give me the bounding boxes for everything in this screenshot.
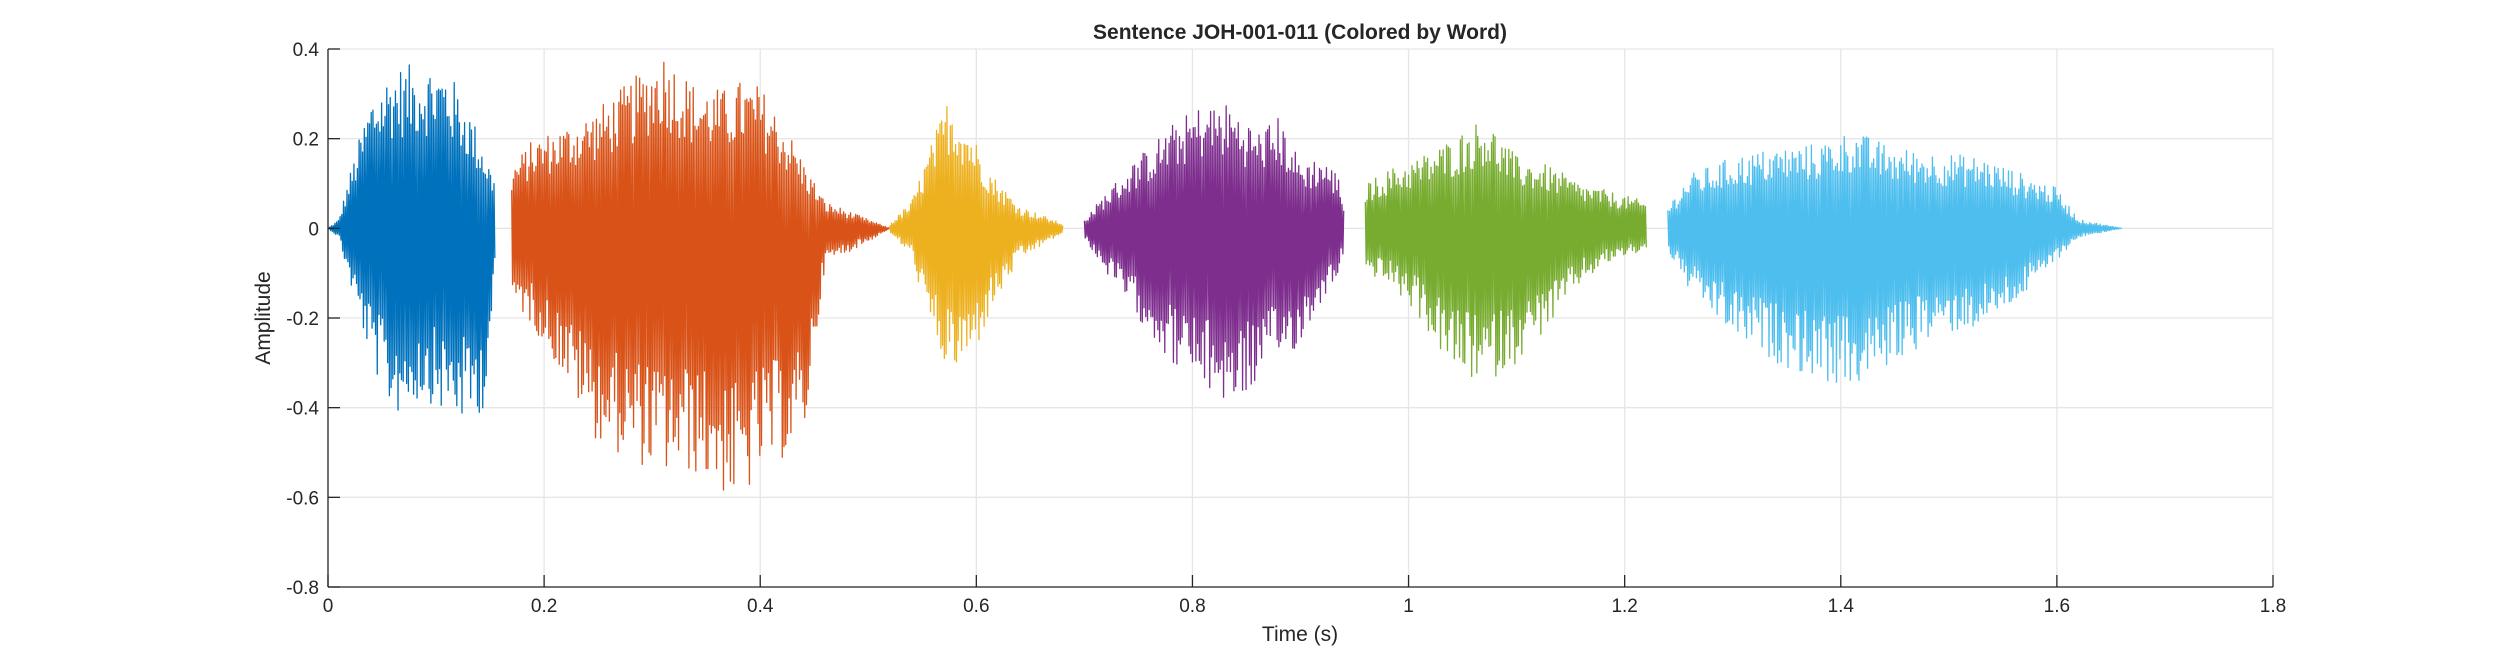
waveform-word-6 <box>1667 135 2122 383</box>
x-tick-label: 1.4 <box>1828 596 1855 617</box>
waveform-word-2 <box>511 61 890 491</box>
y-tick-label: 0 <box>308 219 319 240</box>
x-tick-label: 1.6 <box>2044 596 2070 617</box>
x-tick-label: 1.2 <box>1611 596 1637 617</box>
y-tick-label: 0.2 <box>293 130 319 151</box>
y-tick-label: -0.8 <box>286 578 319 599</box>
x-axis-label: Time (s) <box>1262 623 1338 646</box>
y-tick-label: 0.4 <box>293 40 320 61</box>
waveform-word-5 <box>1364 124 1647 377</box>
y-tick-label: -0.6 <box>286 488 319 509</box>
waveform-word-1 <box>327 64 496 414</box>
x-tick-label: 1.8 <box>2260 596 2286 617</box>
waveform-word-3 <box>889 106 1064 363</box>
x-tick-label: 1 <box>1403 596 1414 617</box>
x-tick-label: 0.8 <box>1179 596 1205 617</box>
y-tick-label: -0.4 <box>286 399 319 420</box>
waveform-series <box>327 61 2122 491</box>
x-tick-label: 0.2 <box>531 596 557 617</box>
x-tick-label: 0.4 <box>747 596 774 617</box>
axes: 0 0.2 0.4 0.6 0.8 1 1.2 1.4 1.6 1.8 -0.8 -0.6 -0.4 -0… <box>286 40 2286 617</box>
x-tick-label: 0.6 <box>963 596 989 617</box>
y-axis-label: Amplitude <box>252 271 275 364</box>
y-tick-label: -0.2 <box>286 309 319 330</box>
waveform-word-4 <box>1083 105 1345 398</box>
chart-title: Sentence JOH-001-011 (Colored by Word) <box>1093 21 1507 44</box>
x-tick-label: 0 <box>323 596 334 617</box>
